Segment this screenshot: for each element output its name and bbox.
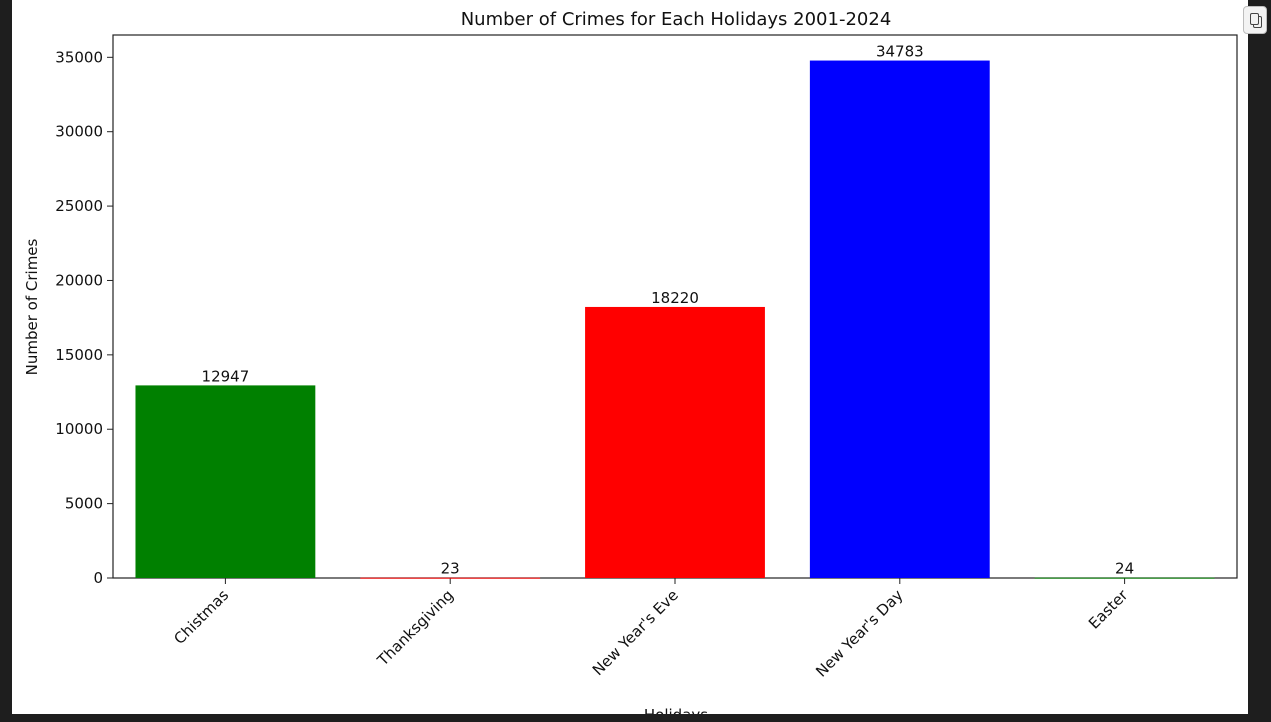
copy-icon-front	[1250, 13, 1259, 25]
data-label-1: 23	[441, 560, 460, 578]
data-label-2: 18220	[651, 289, 699, 307]
x-tick-label-2: New Year's Eve	[589, 586, 682, 679]
y-tick-label-7: 35000	[55, 48, 103, 66]
y-tick-label-2: 10000	[55, 420, 103, 438]
chart-title: Number of Crimes for Each Holidays 2001-…	[461, 9, 892, 30]
x-tick-label-0: Chistmas	[170, 586, 232, 648]
y-axis-label: Number of Crimes	[23, 238, 41, 375]
bar-1	[360, 577, 541, 579]
status-bar	[0, 714, 1271, 722]
bar-0	[135, 385, 316, 578]
x-tick-label-4: Easter	[1085, 586, 1132, 633]
x-axis-label: Holidays	[644, 706, 708, 714]
y-tick-label-4: 20000	[55, 271, 103, 289]
y-tick-label-3: 15000	[55, 346, 103, 364]
y-tick-label-0: 0	[93, 569, 103, 587]
notebook-gutter	[0, 0, 12, 722]
data-label-4: 24	[1115, 560, 1134, 578]
bar-4	[1034, 577, 1215, 579]
copy-output-button[interactable]	[1243, 6, 1267, 34]
bar-2	[585, 306, 765, 578]
y-tick-label-5: 25000	[55, 197, 103, 215]
y-tick-label-6: 30000	[55, 123, 103, 141]
bar-3	[809, 60, 990, 578]
x-tick-label-1: Thanksgiving	[373, 586, 457, 670]
data-label-3: 34783	[876, 43, 924, 61]
data-label-0: 12947	[202, 367, 250, 385]
labels-layer: 12947 23 18220 34783 24	[202, 43, 1135, 578]
bars-layer	[135, 60, 1215, 579]
chart-output-panel: 0 5000 10000 15000 20000 25000 30000 35000 Chist…	[12, 0, 1248, 714]
bar-chart: 0 5000 10000 15000 20000 25000 30000 35000 Chist…	[23, 9, 1238, 714]
y-tick-label-1: 5000	[65, 495, 103, 513]
x-tick-label-3: New Year's Day	[812, 586, 907, 681]
